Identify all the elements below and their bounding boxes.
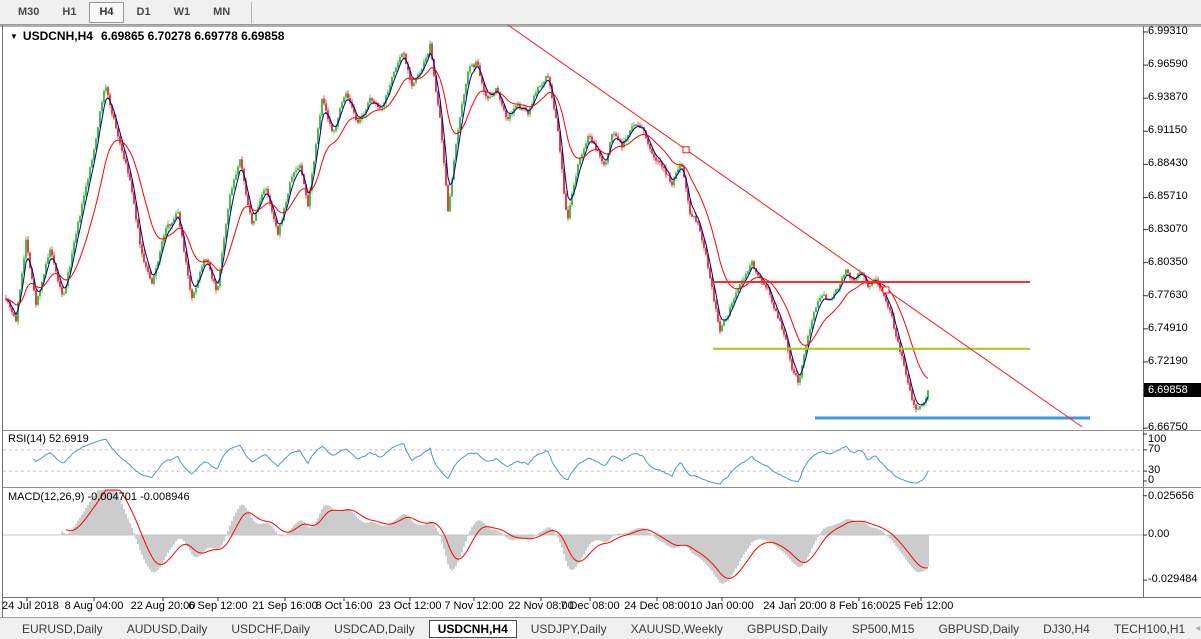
chart-tab-usdjpy-daily[interactable]: USDJPY,Daily xyxy=(530,621,607,636)
time-axis-label: 6 Sep 12:00 xyxy=(188,600,248,612)
descending-trendline[interactable] xyxy=(507,25,1083,428)
macd-panel xyxy=(3,489,1143,584)
chart-tab-sp500-m15[interactable]: SP500,M15 xyxy=(851,621,915,636)
price-axis-label: 6.88430 xyxy=(1148,157,1188,170)
time-axis-label: 21 Sep 16:00 xyxy=(252,600,318,612)
price-axis-label: 6.72190 xyxy=(1148,354,1188,367)
timeframe-button-m30[interactable]: M30 xyxy=(18,5,40,18)
timeframe-toolbar: M30 H1 H4 D1 W1 MN xyxy=(0,0,1201,25)
price-axis-label: 6.66750 xyxy=(1148,421,1188,434)
chart-dropdown-icon[interactable]: ▼ xyxy=(10,31,18,41)
toolbar-separator xyxy=(251,1,253,23)
tab-scroll-arrows: ◂▸ xyxy=(1195,623,1201,634)
current-price-tag: 6.69858 xyxy=(1144,383,1201,398)
price-axis-label: 6.99310 xyxy=(1148,25,1188,37)
timeframe-button-h1[interactable]: H1 xyxy=(62,5,77,18)
chart-tab-xauusd-weekly[interactable]: XAUUSD,Weekly xyxy=(630,621,724,636)
timeframe-button-h4[interactable]: H4 xyxy=(89,1,124,23)
rsi-axis-label: 30 xyxy=(1148,464,1161,477)
time-axis-label: 22 Nov 08:00 xyxy=(508,600,574,612)
macd-axis-label: 0.00 xyxy=(1148,528,1170,540)
price-axis-label: 6.77630 xyxy=(1148,288,1188,301)
trendline-anchor-marker[interactable] xyxy=(682,146,690,154)
rsi-axis-label: 70 xyxy=(1148,442,1161,455)
time-axis-label: 10 Jan 00:00 xyxy=(690,600,754,612)
chart-tab-tech100-h1[interactable]: TECH100,H1 xyxy=(1113,621,1186,636)
time-axis-label: 7 Nov 12:00 xyxy=(444,600,504,612)
chart-ohlc-values: 6.69865 6.70278 6.69778 6.69858 xyxy=(100,29,285,43)
time-axis-label: 8 Feb 16:00 xyxy=(829,600,889,612)
trendline-anchor-marker[interactable] xyxy=(882,286,890,294)
timeframe-button-d1[interactable]: D1 xyxy=(136,5,151,18)
chart-window xyxy=(0,25,1201,617)
chart-tab-usdchf-daily[interactable]: USDCHF,Daily xyxy=(231,621,311,636)
timeframe-button-mn[interactable]: MN xyxy=(213,5,231,18)
chart-title: ▼ USDCNH,H4 6.69865 6.70278 6.69778 6.69… xyxy=(10,29,284,43)
time-axis-label: 24 Jan 20:00 xyxy=(763,600,827,612)
macd-axis-label: -0.029484 xyxy=(1148,573,1198,586)
chart-tab-eurusd-daily[interactable]: EURUSD,Daily xyxy=(22,621,103,636)
macd-axis-label: 0.025656 xyxy=(1148,490,1194,502)
time-axis-label: 24 Jul 2018 xyxy=(2,600,59,612)
price-axis-label: 6.85710 xyxy=(1148,190,1188,203)
time-axis-label: 8 Oct 16:00 xyxy=(315,600,373,612)
time-axis-label: 7 Dec 08:00 xyxy=(560,600,620,612)
chart-tab-audusd-daily[interactable]: AUDUSD,Daily xyxy=(126,621,208,636)
time-axis-label: 24 Dec 08:00 xyxy=(624,600,690,612)
time-axis-label: 22 Aug 20:00 xyxy=(130,600,196,612)
chart-tab-usdcad-daily[interactable]: USDCAD,Daily xyxy=(334,621,415,636)
chart-tab-bar: EURUSD,Daily AUDUSD,Daily USDCHF,Daily USDC… xyxy=(0,617,1201,639)
price-axis-label: 6.74910 xyxy=(1148,321,1188,334)
macd-indicator-label: MACD(12,26,9) -0.004701 -0.008946 xyxy=(8,491,190,503)
time-axis-label: 23 Oct 12:00 xyxy=(378,600,442,612)
rsi-axis-label: 0 xyxy=(1148,474,1155,486)
price-axis-label: 6.96590 xyxy=(1148,58,1188,71)
tab-scroll-left-icon[interactable]: ◂ xyxy=(1195,623,1201,634)
main-price-panel xyxy=(5,25,1090,428)
price-axis-label: 6.83070 xyxy=(1148,222,1188,235)
time-axis-label: 8 Aug 04:00 xyxy=(64,600,124,612)
chart-frame xyxy=(0,25,1201,617)
chart-tab-usdcnh-h4[interactable]: USDCNH,H4 xyxy=(428,619,517,638)
chart-tab-gbpusd-daily[interactable]: GBPUSD,Daily xyxy=(938,621,1020,636)
chart-tab-gbpusd-daily[interactable]: GBPUSD,Daily xyxy=(747,621,828,636)
timeframe-button-w1[interactable]: W1 xyxy=(173,5,191,18)
price-axis-label: 6.93870 xyxy=(1148,91,1188,104)
price-axis-label: 6.91150 xyxy=(1148,124,1187,137)
rsi-panel xyxy=(3,438,1143,485)
chart-symbol-label: USDCNH,H4 xyxy=(22,29,93,43)
chart-tab-dj30-h4[interactable]: DJ30,H4 xyxy=(1043,621,1090,636)
rsi-axis-label: 100 xyxy=(1148,433,1167,445)
price-axis-label: 6.80350 xyxy=(1148,255,1188,268)
rsi-indicator-label: RSI(14) 52.6919 xyxy=(8,433,89,445)
time-axis-label: 25 Feb 12:00 xyxy=(888,600,954,612)
